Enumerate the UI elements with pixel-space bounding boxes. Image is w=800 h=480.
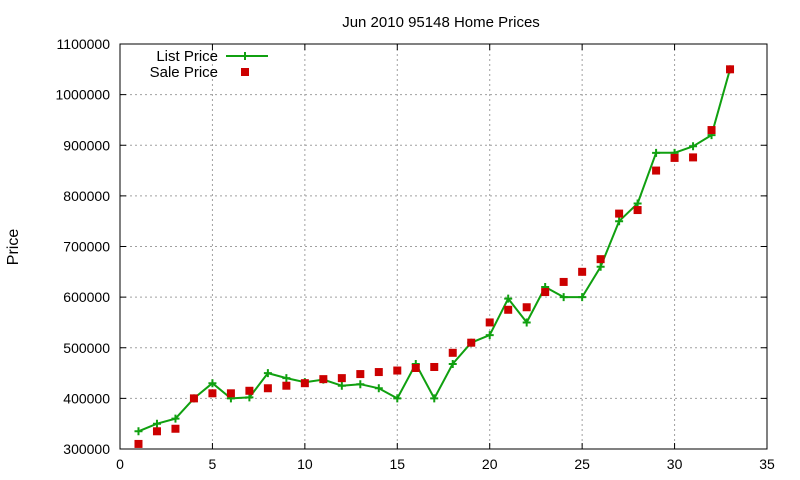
- sale-price-point: [430, 362, 439, 371]
- list-price-point: [578, 293, 587, 302]
- list-price-point: [208, 379, 217, 388]
- x-tick-label: 30: [667, 456, 683, 472]
- sale-price-point: [356, 370, 365, 379]
- sale-price-point: [596, 255, 605, 264]
- legend-label-list-price: List Price: [156, 48, 218, 65]
- sale-price-point: [485, 318, 494, 327]
- sale-price-point: [633, 206, 642, 215]
- sale-price-point: [152, 427, 161, 436]
- sale-price-point: [245, 386, 254, 395]
- sale-price-point: [337, 374, 346, 383]
- list-price-point: [134, 427, 143, 436]
- sale-price-point: [541, 288, 550, 297]
- list-price-point: [356, 380, 365, 389]
- axis-ticks: 0 5 10 15 20 25 30 35 300000 400000 500000 600000 70…: [55, 36, 775, 472]
- y-tick-label: 1100000: [57, 36, 111, 52]
- list-price-point: [337, 381, 346, 390]
- sale-price-point: [559, 277, 568, 286]
- y-axis-label: Price: [5, 229, 22, 266]
- y-tick-label: 1000000: [55, 87, 110, 103]
- sale-price-point: [134, 439, 143, 448]
- sale-price-point: [319, 375, 328, 384]
- list-price-point: [393, 394, 402, 403]
- sale-price-point: [300, 379, 309, 388]
- list-price-point: [152, 419, 161, 428]
- sale-price-point: [670, 153, 679, 162]
- list-price-point: [559, 293, 568, 302]
- sale-price-point: [726, 65, 735, 74]
- list-price-point: [689, 142, 698, 151]
- y-tick-label: 800000: [63, 188, 110, 204]
- x-tick-label: 15: [389, 456, 405, 472]
- sale-price-point: [189, 394, 198, 403]
- sale-price-point: [393, 366, 402, 375]
- sale-price-point: [171, 424, 180, 433]
- series-layer: [134, 65, 735, 448]
- chart-title: Jun 2010 95148 Home Prices: [342, 14, 540, 31]
- y-tick-label: 500000: [63, 340, 110, 356]
- series-line: [138, 69, 731, 433]
- list-price-point: [430, 394, 439, 403]
- sale-price-point: [615, 209, 624, 218]
- list-price-point: [504, 294, 513, 303]
- sale-price-point: [652, 166, 661, 175]
- legend-label-sale-price: Sale Price: [150, 64, 218, 81]
- y-tick-label: 300000: [63, 441, 110, 457]
- legend-marker-list-price: [241, 52, 249, 60]
- sale-price-point: [689, 153, 698, 162]
- list-price-point: [596, 262, 605, 271]
- series-list-price: [134, 65, 735, 436]
- y-tick-label: 600000: [63, 289, 110, 305]
- legend-marker-sale-price: [241, 68, 249, 76]
- list-price-point: [652, 148, 661, 157]
- x-tick-label: 20: [482, 456, 498, 472]
- list-price-point: [374, 384, 383, 393]
- legend: List Price Sale Price: [150, 48, 268, 81]
- y-tick-label: 400000: [63, 390, 110, 406]
- y-tick-label: 700000: [63, 239, 110, 255]
- list-price-point: [448, 359, 457, 368]
- list-price-point: [171, 414, 180, 423]
- list-price-point: [615, 217, 624, 226]
- x-tick-label: 0: [116, 456, 124, 472]
- x-tick-label: 10: [297, 456, 313, 472]
- x-tick-label: 35: [759, 456, 775, 472]
- list-price-point: [485, 331, 494, 340]
- list-price-point: [263, 369, 272, 378]
- sale-price-point: [263, 384, 272, 393]
- sale-price-point: [707, 126, 716, 135]
- x-tick-label: 25: [574, 456, 590, 472]
- sale-price-point: [504, 305, 513, 314]
- series-sale-price: [134, 65, 735, 448]
- x-tick-label: 5: [209, 456, 217, 472]
- sale-price-point: [467, 338, 476, 347]
- sale-price-point: [448, 348, 457, 357]
- sale-price-point: [282, 381, 291, 390]
- list-price-point: [522, 318, 531, 327]
- sale-price-point: [208, 389, 217, 398]
- y-tick-label: 900000: [63, 137, 110, 153]
- list-price-point: [282, 374, 291, 383]
- sale-price-point: [578, 267, 587, 276]
- sale-price-point: [374, 368, 383, 377]
- sale-price-point: [522, 303, 531, 312]
- sale-price-point: [411, 364, 420, 372]
- sale-price-point: [226, 389, 235, 398]
